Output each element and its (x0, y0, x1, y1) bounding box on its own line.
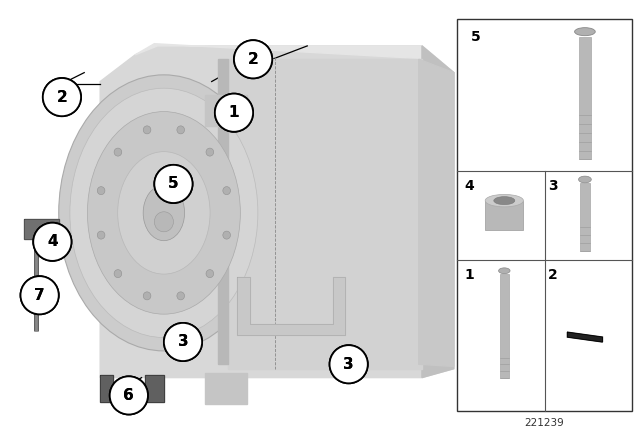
Text: 2: 2 (56, 90, 67, 105)
Polygon shape (568, 332, 602, 342)
Ellipse shape (33, 223, 72, 261)
Ellipse shape (88, 112, 241, 314)
Ellipse shape (118, 152, 210, 274)
Text: 3: 3 (344, 357, 354, 372)
Ellipse shape (154, 212, 173, 232)
Ellipse shape (143, 126, 151, 134)
Polygon shape (24, 219, 59, 239)
Ellipse shape (485, 194, 524, 207)
Ellipse shape (143, 185, 184, 241)
Ellipse shape (97, 187, 105, 194)
Ellipse shape (43, 78, 81, 116)
Ellipse shape (97, 231, 105, 239)
Text: 4: 4 (47, 234, 58, 249)
Ellipse shape (59, 75, 269, 351)
Ellipse shape (494, 197, 515, 205)
Ellipse shape (206, 270, 214, 278)
Text: 4: 4 (47, 234, 58, 249)
Bar (485, 201, 524, 229)
Bar (500, 274, 509, 378)
Ellipse shape (114, 270, 122, 278)
Polygon shape (135, 44, 454, 73)
Ellipse shape (114, 148, 122, 156)
Text: 2: 2 (548, 267, 558, 282)
Text: 6: 6 (124, 388, 134, 403)
Polygon shape (100, 375, 164, 402)
Ellipse shape (215, 94, 253, 132)
Ellipse shape (154, 165, 193, 203)
Ellipse shape (164, 323, 202, 361)
Ellipse shape (223, 187, 230, 194)
Text: 5: 5 (168, 177, 179, 191)
Text: 7: 7 (35, 288, 45, 303)
Ellipse shape (330, 345, 368, 383)
Text: 4: 4 (464, 179, 474, 193)
Ellipse shape (206, 148, 214, 156)
Polygon shape (100, 46, 454, 378)
Ellipse shape (234, 40, 272, 78)
Text: 6: 6 (124, 388, 134, 403)
Ellipse shape (234, 40, 272, 78)
Text: 3: 3 (344, 357, 354, 372)
Text: 5: 5 (168, 177, 179, 191)
Polygon shape (218, 59, 228, 364)
Bar (580, 183, 590, 251)
Ellipse shape (43, 78, 81, 116)
Ellipse shape (154, 165, 193, 203)
Text: 1: 1 (464, 267, 474, 282)
Polygon shape (237, 277, 346, 335)
Ellipse shape (223, 231, 230, 239)
Text: 2: 2 (248, 52, 259, 67)
Ellipse shape (70, 88, 258, 337)
Ellipse shape (109, 376, 148, 414)
Text: 1: 1 (228, 105, 239, 120)
Polygon shape (205, 95, 246, 126)
Ellipse shape (20, 276, 59, 314)
Text: 2: 2 (56, 90, 67, 105)
Bar (579, 37, 591, 159)
Ellipse shape (215, 94, 253, 132)
Polygon shape (419, 59, 454, 366)
Ellipse shape (177, 292, 184, 300)
Polygon shape (205, 373, 246, 404)
Text: 7: 7 (35, 288, 45, 303)
Polygon shape (228, 59, 422, 369)
Ellipse shape (20, 276, 59, 314)
Text: 5: 5 (471, 30, 481, 44)
Ellipse shape (109, 376, 148, 414)
Text: 3: 3 (548, 179, 557, 193)
Ellipse shape (143, 292, 151, 300)
Ellipse shape (575, 28, 595, 36)
Text: 3: 3 (178, 335, 188, 349)
Ellipse shape (164, 323, 202, 361)
Bar (457, 19, 632, 411)
Ellipse shape (499, 268, 510, 274)
Ellipse shape (177, 126, 184, 134)
Text: 2: 2 (248, 52, 259, 67)
Polygon shape (422, 46, 454, 378)
Ellipse shape (330, 345, 368, 383)
Text: 3: 3 (178, 335, 188, 349)
Text: 221239: 221239 (525, 418, 564, 428)
Text: 1: 1 (228, 105, 239, 120)
Ellipse shape (33, 223, 72, 261)
Ellipse shape (579, 176, 591, 183)
